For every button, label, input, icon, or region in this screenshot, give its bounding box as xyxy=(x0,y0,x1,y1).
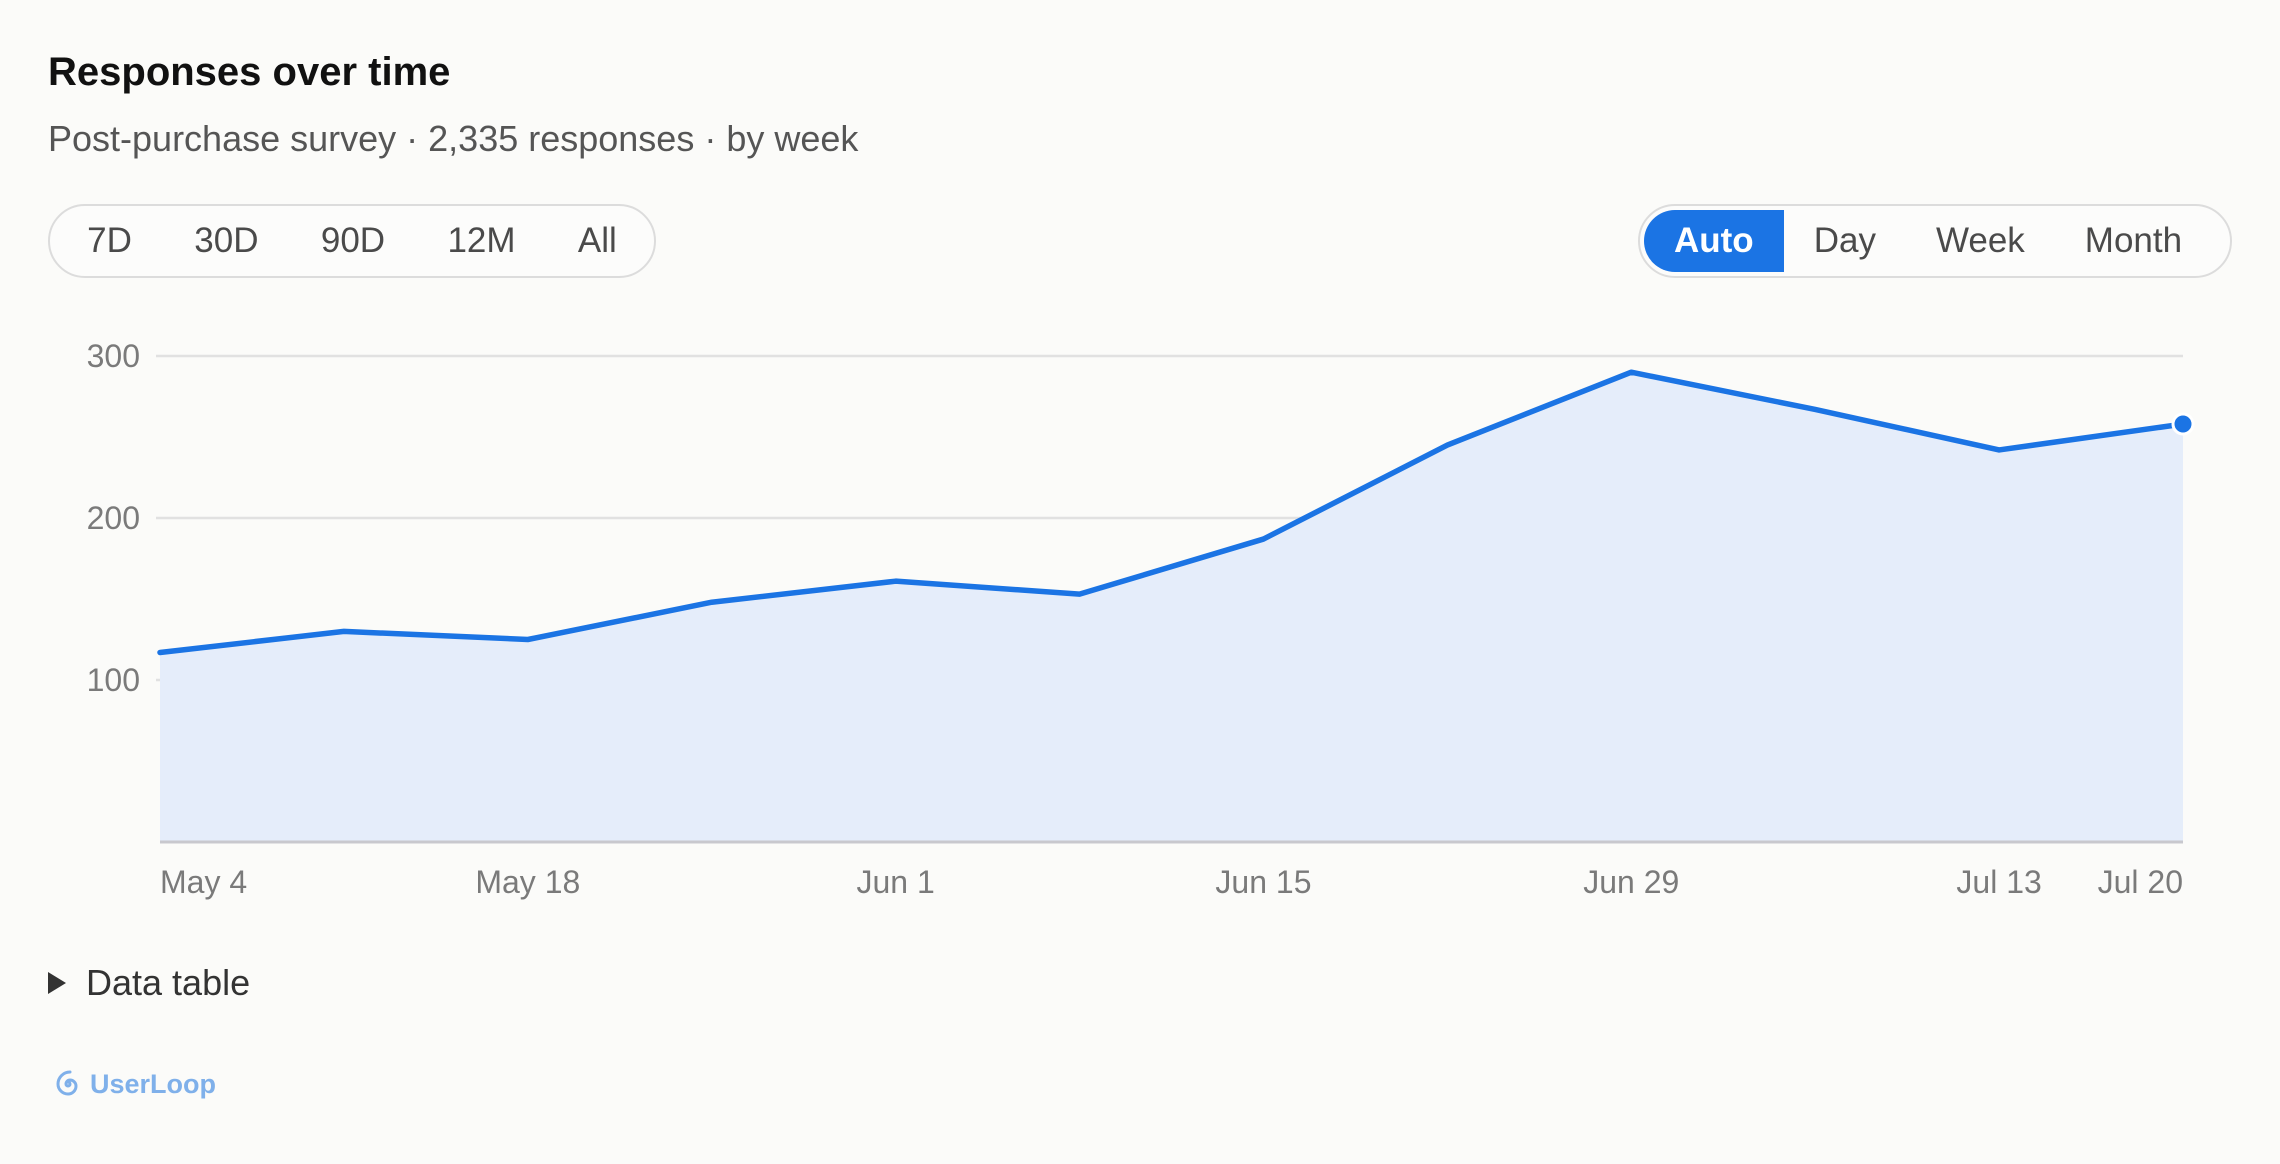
y-tick-label: 200 xyxy=(87,500,140,536)
data-point xyxy=(890,575,902,587)
data-point xyxy=(1625,366,1637,378)
x-tick-label: Jul 20 xyxy=(2098,864,2183,900)
range-tab-90d[interactable]: 90D xyxy=(320,221,386,260)
x-tick-label: Jun 1 xyxy=(856,864,934,900)
data-point xyxy=(1257,533,1269,545)
data-table-label: Data table xyxy=(86,962,251,1003)
granularity-tab-week[interactable]: Week xyxy=(1935,221,2025,260)
granularity-tab-month[interactable]: Month xyxy=(2084,221,2183,260)
range-selector: 7D 30D 90D 12M All xyxy=(48,204,656,278)
series-line xyxy=(157,369,2186,656)
disclosure-triangle-icon xyxy=(48,972,66,994)
last-data-point xyxy=(2171,412,2195,436)
x-tick-label: Jun 15 xyxy=(1215,864,1311,900)
data-point xyxy=(154,646,166,658)
spiral-logo-icon xyxy=(56,1070,78,1096)
area-chart: 100 200 300 May 4 May 18 Jun 1 Jun 15 Jun 29 Jul… xyxy=(87,338,2195,900)
data-table-toggle[interactable]: Data table xyxy=(48,962,250,1004)
data-point xyxy=(1993,444,2005,456)
brand-logo: UserLoop xyxy=(52,1068,216,1100)
data-point xyxy=(522,634,534,646)
chart-title: Responses over time xyxy=(48,50,451,94)
range-tab-all[interactable]: All xyxy=(577,221,617,260)
y-tick-label: 300 xyxy=(87,338,140,374)
range-tab-12m[interactable]: 12M xyxy=(447,221,516,260)
x-tick-label: Jul 13 xyxy=(1956,864,2041,900)
data-point xyxy=(706,596,718,608)
series-area xyxy=(160,372,2183,842)
data-point xyxy=(1809,403,1821,415)
x-tick-label: Jun 29 xyxy=(1583,864,1679,900)
x-tick-label: May 4 xyxy=(160,864,247,900)
x-tick-label: May 18 xyxy=(475,864,580,900)
granularity-tab-day[interactable]: Day xyxy=(1813,221,1876,260)
granularity-tab-auto[interactable]: Auto xyxy=(1644,210,1784,272)
data-point xyxy=(1441,439,1453,451)
data-point xyxy=(1074,588,1086,600)
y-tick-label: 100 xyxy=(87,662,140,698)
range-tab-7d[interactable]: 7D xyxy=(87,221,132,260)
chart-subtitle: Post-purchase survey · 2,335 responses ·… xyxy=(48,118,859,159)
brand-name: UserLoop xyxy=(90,1068,217,1099)
range-tab-30d[interactable]: 30D xyxy=(194,221,259,260)
data-point xyxy=(338,625,350,637)
granularity-selector: Auto Day Week Month xyxy=(1638,204,2232,278)
